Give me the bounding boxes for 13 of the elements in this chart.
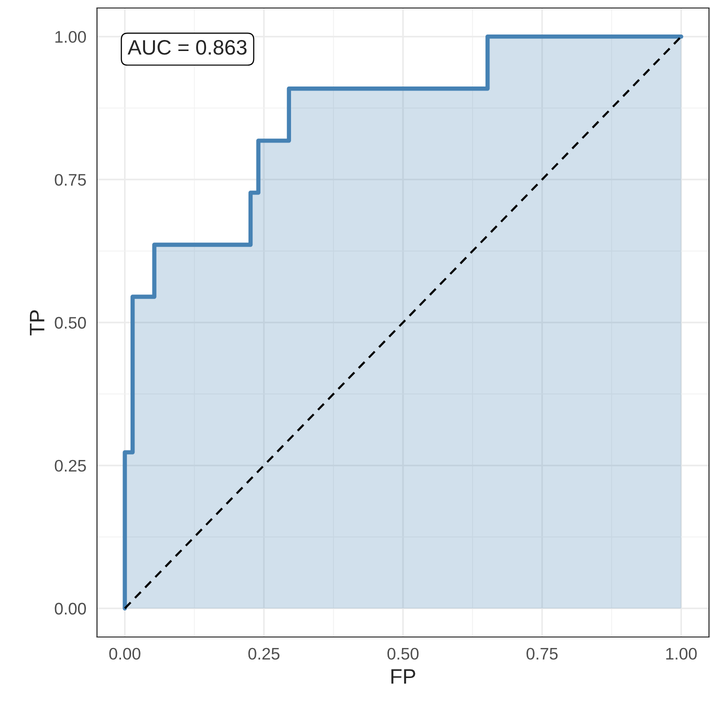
- x-tick-label: 1.00: [666, 648, 697, 660]
- y-tick-label: 1.00: [55, 30, 86, 43]
- x-tick-label: 0.25: [248, 648, 280, 660]
- x-tick-label: 0.00: [109, 648, 140, 660]
- x-tick-label: 0.75: [526, 648, 558, 660]
- y-tick-label: 0.50: [54, 316, 86, 329]
- x-tick-label: 0.50: [387, 648, 419, 660]
- x-axis-title: FP: [391, 669, 416, 684]
- y-tick-label: 0.00: [54, 602, 86, 615]
- annotation: AUC = 0.863: [128, 40, 247, 55]
- y-axis-title: TP: [30, 310, 44, 336]
- y-tick-label: 0.75: [54, 174, 86, 186]
- y-tick-label: 0.25: [54, 460, 86, 472]
